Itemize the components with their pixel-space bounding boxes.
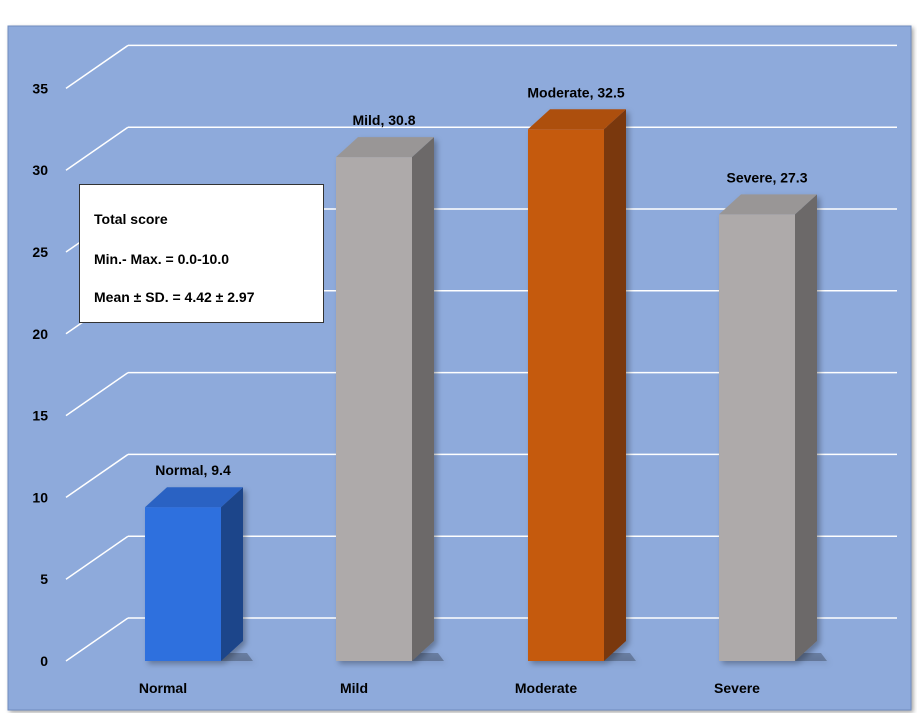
summary-mean: Mean ± SD. = 4.42 ± 2.97 — [94, 289, 255, 305]
bar-moderate — [528, 109, 636, 662]
summary-stats-box: Total score Min.- Max. = 0.0-10.0 Mean ±… — [79, 184, 324, 323]
bar-side-face — [604, 109, 626, 662]
x-tick-label-moderate: Moderate — [515, 680, 577, 696]
bar-top-face — [719, 194, 817, 215]
bar-top-face — [336, 137, 434, 158]
data-label-moderate: Moderate, 32.5 — [527, 84, 624, 100]
bar-side-face — [412, 137, 434, 661]
bar-side-face — [221, 487, 243, 661]
bar-front-face — [336, 157, 412, 661]
bar-severe — [719, 194, 827, 661]
summary-range: Min.- Max. = 0.0-10.0 — [94, 251, 229, 267]
bars — [145, 109, 827, 662]
bar-top-face — [528, 109, 626, 130]
bar-front-face — [145, 507, 221, 661]
bar-top-face — [145, 487, 243, 508]
x-tick-label-normal: Normal — [139, 680, 187, 696]
gridline-side — [65, 453, 129, 499]
gridline-side — [65, 44, 129, 90]
y-tick-label: 30 — [32, 162, 48, 178]
data-label-normal: Normal, 9.4 — [155, 462, 231, 478]
bar-side-face — [795, 194, 817, 661]
y-axis-ticks: 0 5 10 15 20 25 30 35 — [32, 80, 48, 669]
y-tick-label: 10 — [32, 489, 48, 505]
y-tick-label: 20 — [32, 326, 48, 342]
bar-mild — [336, 137, 444, 661]
bar-normal — [145, 487, 253, 661]
y-tick-label: 0 — [40, 653, 48, 669]
bar-front-face — [719, 214, 795, 661]
data-label-severe: Severe, 27.3 — [727, 169, 808, 185]
bar-front-face — [528, 129, 604, 662]
x-axis-ticks: Normal Mild Moderate Severe — [139, 680, 760, 696]
x-tick-label-severe: Severe — [714, 680, 760, 696]
gridline-side — [65, 535, 129, 580]
data-labels: Normal, 9.4 Mild, 30.8 Moderate, 32.5 Sever… — [155, 84, 807, 478]
gridline-side — [65, 617, 129, 662]
x-tick-label-mild: Mild — [340, 680, 368, 696]
gridline-side — [65, 126, 129, 171]
data-label-mild: Mild, 30.8 — [352, 112, 415, 128]
summary-title: Total score — [94, 211, 168, 227]
y-tick-label: 15 — [32, 408, 48, 424]
y-tick-label: 35 — [32, 80, 48, 96]
y-tick-label: 25 — [32, 244, 48, 260]
y-tick-label: 5 — [40, 571, 48, 587]
gridline-side — [65, 371, 129, 417]
